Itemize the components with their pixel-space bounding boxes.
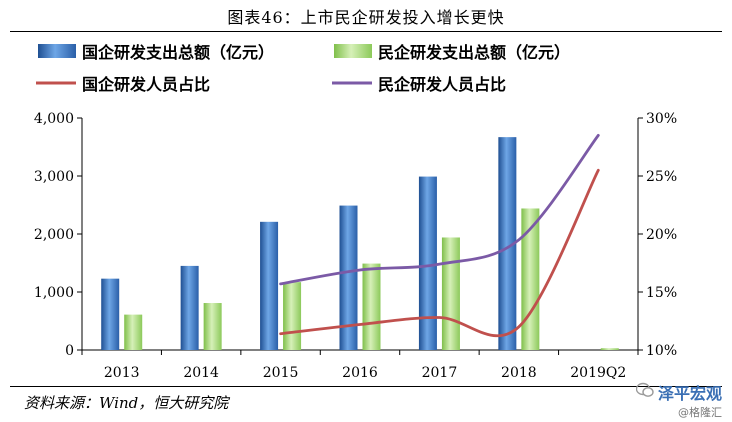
y-right-tick-label: 20% [646, 227, 677, 243]
x-tick-label: 2017 [422, 365, 458, 381]
bar-soe-2018 [498, 137, 517, 350]
y-left-tick-label: 0 [65, 343, 74, 359]
watermark: 泽平宏观 @格隆汇 [635, 380, 722, 420]
bar-private-2015 [283, 282, 302, 350]
wechat-icon [635, 382, 654, 397]
bar-soe-2014 [180, 265, 199, 350]
x-tick-label: 2016 [342, 365, 378, 381]
bar-soe-2013 [101, 278, 120, 350]
chart-title: 图表46：上市民企研发投入增长更快 [227, 8, 505, 27]
y-left-tick-label: 1,000 [34, 285, 74, 301]
y-right-tick-label: 15% [646, 285, 677, 301]
legend: 国企研发支出总额（亿元） 民企研发支出总额（亿元） 国企研发人员占比 民企研发人员占比 [36, 43, 570, 94]
x-tick-label: 2019Q2 [570, 365, 626, 381]
bar-private-2019Q2 [600, 348, 619, 350]
bar-private-2013 [124, 314, 143, 350]
source-rule [10, 386, 722, 387]
y-left-tick-label: 3,000 [34, 169, 74, 185]
bar-soe-2017 [418, 176, 437, 350]
source-note: 资料来源：Wind，恒大研究院 [24, 394, 229, 412]
bar-private-2018 [521, 208, 540, 350]
y-right-tick-label: 10% [646, 343, 677, 359]
bar-private-2017 [441, 237, 460, 350]
legend-label: 国企研发支出总额（亿元） [82, 43, 274, 62]
legend-label: 民企研发人员占比 [378, 75, 506, 94]
line-soe-staff-share [279, 168, 600, 338]
line-private-staff-share [279, 134, 600, 286]
watermark-sub: @格隆汇 [678, 406, 722, 419]
bars [101, 137, 619, 350]
y-right-tick-label: 25% [646, 169, 677, 185]
y-left-tick-label: 2,000 [34, 227, 74, 243]
bar-soe-2015 [260, 221, 279, 350]
bar-soe-2016 [339, 205, 358, 350]
x-tick-label: 2018 [501, 365, 537, 381]
axes: 0 1,000 2,000 3,000 4,000 10% 15% 20% 25% 30% 2013… [34, 111, 677, 381]
x-tick-label: 2014 [183, 365, 219, 381]
legend-swatch [334, 44, 372, 58]
legend-label: 民企研发支出总额（亿元） [378, 43, 570, 62]
chart: 国企研发支出总额（亿元） 民企研发支出总额（亿元） 国企研发人员占比 民企研发人员占比… [34, 43, 677, 381]
y-left-tick-label: 4,000 [34, 111, 74, 127]
bar-private-2014 [203, 303, 222, 350]
bar-private-2016 [362, 263, 381, 350]
watermark-main: 泽平宏观 [657, 384, 722, 403]
x-tick-label: 2015 [263, 365, 299, 381]
y-right-tick-label: 30% [646, 111, 677, 127]
legend-swatch [38, 44, 76, 58]
title-rule [10, 31, 722, 32]
lines [279, 134, 600, 338]
x-tick-label: 2013 [104, 365, 140, 381]
legend-label: 国企研发人员占比 [82, 75, 210, 94]
